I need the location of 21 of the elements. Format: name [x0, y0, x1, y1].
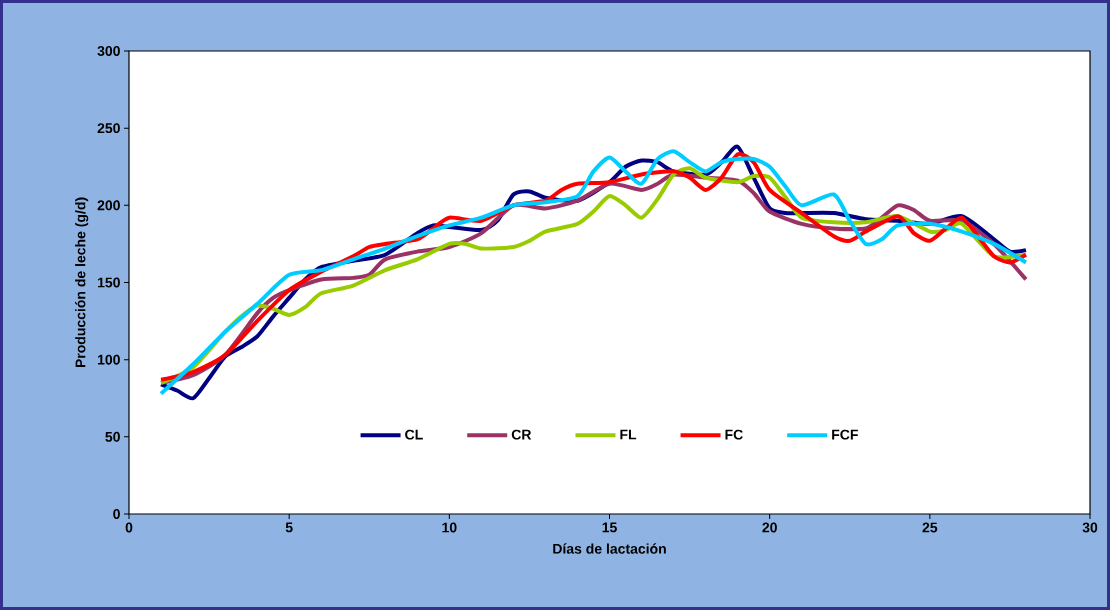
x-tick-label: 0 — [125, 522, 133, 533]
legend-label: CL — [405, 429, 423, 440]
legend-label: FCF — [832, 429, 858, 440]
x-tick-label: 20 — [762, 522, 777, 533]
y-tick-label: 0 — [113, 509, 120, 519]
y-tick-label: 50 — [105, 431, 120, 442]
y-tick-label: 250 — [97, 123, 120, 134]
x-tick-label: 15 — [602, 522, 617, 533]
legend-label: CR — [511, 429, 532, 440]
y-tick-label: 150 — [97, 277, 120, 288]
x-tick-label: 5 — [285, 522, 293, 533]
y-tick-label: 300 — [97, 46, 120, 56]
x-axis-title: Días de lactación — [553, 543, 666, 554]
x-tick-label: 10 — [442, 522, 457, 533]
x-tick-label: 25 — [922, 522, 938, 533]
x-tick-label: 30 — [1082, 522, 1098, 533]
y-tick-label: 200 — [97, 200, 120, 211]
y-tick-label: 100 — [97, 354, 120, 365]
legend-label: FC — [725, 429, 743, 440]
y-axis-title: Producción de leche (g/d) — [75, 197, 89, 368]
legend-label: FL — [620, 429, 637, 440]
